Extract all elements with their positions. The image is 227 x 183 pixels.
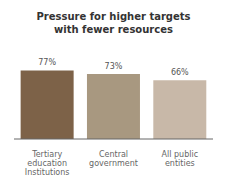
svg-text:All publicentities: All publicentities — [162, 150, 199, 168]
svg-text:66%: 66% — [171, 68, 189, 77]
svg-text:Centralgovernment: Centralgovernment — [89, 150, 138, 168]
svg-text:77%: 77% — [38, 58, 56, 67]
svg-text:TertiaryeducationInstitutions: TertiaryeducationInstitutions — [25, 150, 70, 175]
html-text:with fewer resources: with fewer resources — [54, 24, 173, 35]
svg-text:73%: 73% — [105, 62, 123, 71]
html-text:Pressure for higher targets: Pressure for higher targets — [36, 11, 191, 22]
